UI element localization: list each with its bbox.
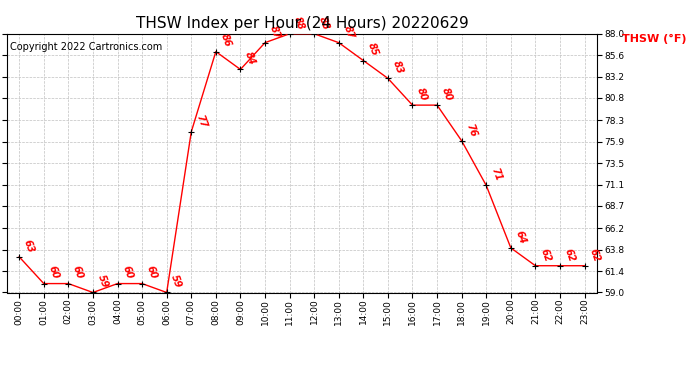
Text: 63: 63 <box>22 238 36 254</box>
Text: 80: 80 <box>415 86 429 102</box>
Text: 86: 86 <box>219 33 233 49</box>
Text: 88: 88 <box>317 15 331 31</box>
Title: THSW Index per Hour (24 Hours) 20220629: THSW Index per Hour (24 Hours) 20220629 <box>135 16 469 31</box>
Text: 62: 62 <box>587 247 602 263</box>
Text: 59: 59 <box>96 274 110 290</box>
Text: 60: 60 <box>71 265 85 281</box>
Text: 87: 87 <box>268 24 282 40</box>
Text: 80: 80 <box>440 86 454 102</box>
Text: 83: 83 <box>391 60 405 76</box>
Text: 62: 62 <box>538 247 552 263</box>
Text: 60: 60 <box>120 265 135 281</box>
Text: 60: 60 <box>145 265 159 281</box>
Text: 76: 76 <box>464 122 478 138</box>
Text: 84: 84 <box>243 51 257 67</box>
Text: 60: 60 <box>46 265 61 281</box>
Text: 62: 62 <box>563 247 577 263</box>
Text: 64: 64 <box>513 229 528 245</box>
Text: 71: 71 <box>489 166 503 183</box>
Text: 88: 88 <box>293 15 306 31</box>
Text: 87: 87 <box>342 24 355 40</box>
Text: 77: 77 <box>194 113 208 129</box>
Text: THSW (°F): THSW (°F) <box>622 34 687 44</box>
Text: 59: 59 <box>170 274 184 290</box>
Text: Copyright 2022 Cartronics.com: Copyright 2022 Cartronics.com <box>10 42 162 51</box>
Text: 85: 85 <box>366 42 380 58</box>
